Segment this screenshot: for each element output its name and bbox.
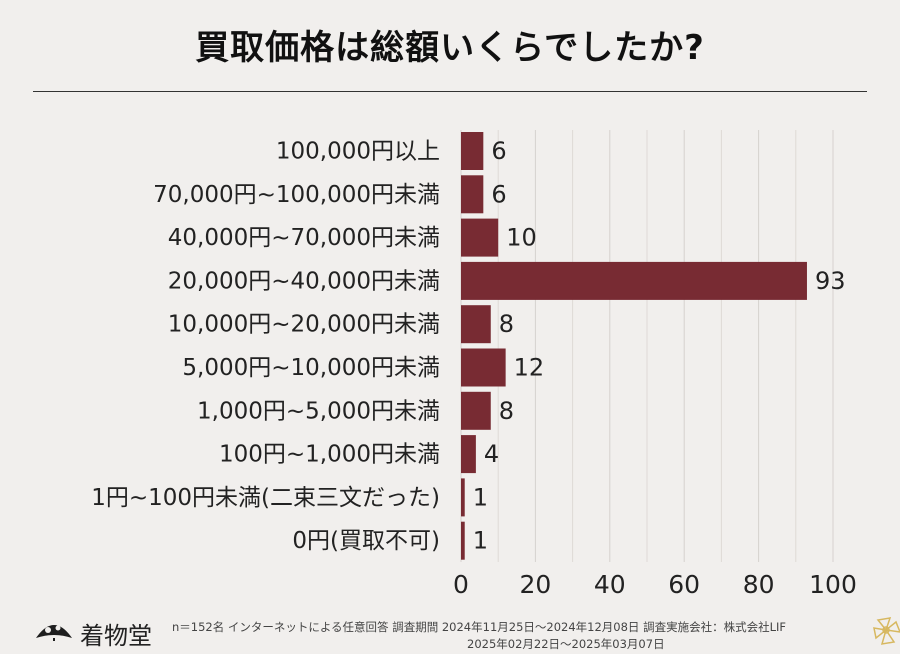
data-label: 4 xyxy=(484,440,499,468)
brand-name: 着物堂 xyxy=(80,622,152,650)
category-label: 5,000円~10,000円未満 xyxy=(182,355,440,381)
category-label: 10,000円~20,000円未満 xyxy=(168,312,440,338)
data-label: 1 xyxy=(473,527,488,555)
flower-icon xyxy=(873,617,900,645)
bar xyxy=(461,391,491,430)
x-tick-label: 0 xyxy=(453,570,469,599)
data-label: 8 xyxy=(499,310,514,338)
data-label: 1 xyxy=(473,483,488,511)
category-label: 20,000円~40,000円未満 xyxy=(168,268,440,294)
data-label: 12 xyxy=(514,354,545,382)
chart-title: 買取価格は総額いくらでしたか? xyxy=(195,28,705,68)
bar xyxy=(461,305,491,344)
x-tick-label: 40 xyxy=(594,570,626,599)
category-label: 0円(買取不可) xyxy=(292,528,440,554)
data-label: 6 xyxy=(491,137,506,165)
category-label: 100円~1,000円未満 xyxy=(219,442,440,468)
category-label: 1円~100円未満(二束三文だった) xyxy=(91,485,440,511)
data-label: 8 xyxy=(499,397,514,425)
data-label: 93 xyxy=(815,267,846,295)
x-tick-label: 20 xyxy=(519,570,551,599)
bar xyxy=(461,521,465,560)
survey-note-line1: n＝152名 インターネットによる任意回答 調査期間 2024年11月25日〜2… xyxy=(172,620,786,634)
category-label: 70,000円~100,000円未満 xyxy=(153,182,440,208)
bar xyxy=(461,478,465,517)
survey-note-line2: 2025年02月22日〜2025年03月07日 xyxy=(467,637,665,651)
x-tick-label: 80 xyxy=(743,570,775,599)
bar xyxy=(461,348,506,387)
data-label: 10 xyxy=(506,224,537,252)
category-label: 100,000円以上 xyxy=(276,139,440,165)
bar xyxy=(461,435,476,474)
x-tick-label: 100 xyxy=(809,570,857,599)
fan-logo-icon xyxy=(36,625,72,641)
x-tick-label: 60 xyxy=(668,570,700,599)
bar-chart: 100,000円以上 6 70,000円~100,000円未満 6 40,000円~70… xyxy=(91,130,857,599)
bar xyxy=(461,261,807,300)
category-label: 40,000円~70,000円未満 xyxy=(168,225,440,251)
category-label: 1,000円~5,000円未満 xyxy=(197,398,440,424)
bar xyxy=(461,218,499,257)
data-label: 6 xyxy=(491,180,506,208)
title-divider xyxy=(33,91,867,92)
bar xyxy=(461,132,484,170)
bar xyxy=(461,175,484,214)
